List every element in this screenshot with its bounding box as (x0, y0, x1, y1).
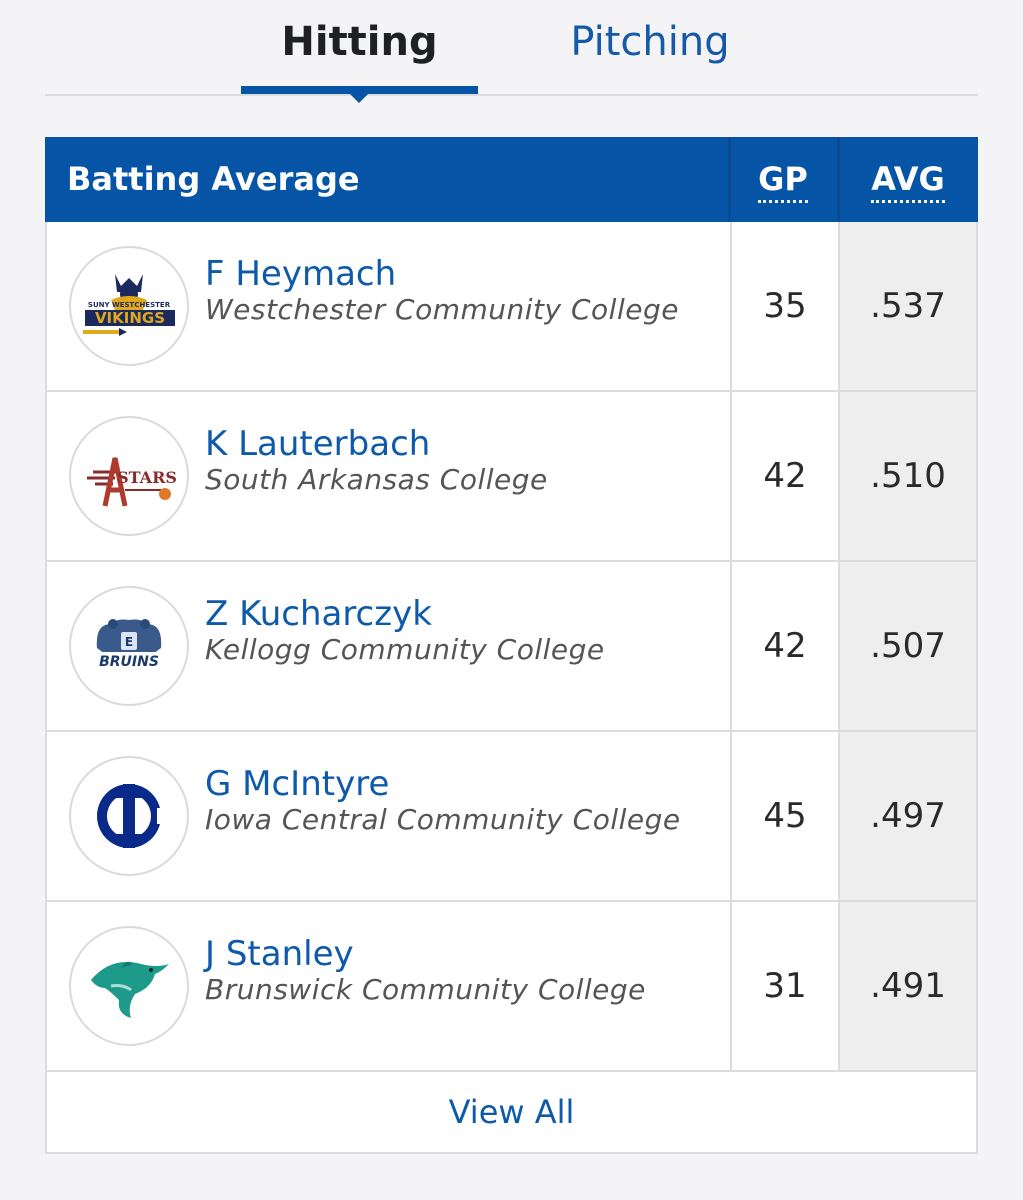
gp-value: 42 (730, 392, 840, 560)
table-header: Batting Average GP AVG (45, 137, 978, 222)
bruins-logo: E BRUINS (69, 586, 189, 706)
avg-value: .510 (840, 392, 976, 560)
vikings-logo: SUNY WESTCHESTER VIKINGS (69, 246, 189, 366)
player-school: Kellogg Community College (205, 633, 605, 666)
stars-logo: STARS (69, 416, 189, 536)
active-tab-caret (350, 94, 368, 103)
avg-value: .537 (840, 222, 976, 390)
gp-value: 35 (730, 222, 840, 390)
player-name-link[interactable]: J Stanley (205, 934, 354, 974)
player-name-link[interactable]: F Heymach (205, 254, 397, 294)
player-cell: E BRUINS Z Kucharczyk Kellogg Community … (47, 562, 730, 730)
stat-tabs: Hitting Pitching (45, 0, 978, 103)
gp-value: 42 (730, 562, 840, 730)
player-school: Westchester Community College (205, 293, 679, 326)
table-row: STARS K Lauterbach South Arkansas Colleg… (47, 392, 976, 562)
player-cell: G McIntyre Iowa Central Community Colleg… (47, 732, 730, 900)
view-all-link[interactable]: View All (448, 1093, 575, 1131)
player-name-link[interactable]: K Lauterbach (205, 424, 431, 464)
svg-text:VIKINGS: VIKINGS (95, 309, 165, 327)
player-school: South Arkansas College (205, 463, 548, 496)
header-divider (728, 137, 731, 222)
dolphin-logo (69, 926, 189, 1046)
player-school: Iowa Central Community College (205, 803, 681, 836)
gp-value: 31 (730, 902, 840, 1070)
svg-text:STARS: STARS (117, 468, 177, 487)
table-row: SUNY WESTCHESTER VIKINGS F Heymach Westc… (47, 222, 976, 392)
player-school: Brunswick Community College (205, 973, 646, 1006)
player-cell: STARS K Lauterbach South Arkansas Colleg… (47, 392, 730, 560)
column-header-avg[interactable]: AVG (838, 137, 978, 222)
tab-pitching[interactable]: Pitching (570, 19, 730, 65)
batting-average-table: Batting Average GP AVG SUNY WESTCHESTER … (45, 137, 978, 1154)
table-title: Batting Average (67, 160, 360, 198)
player-cell: J Stanley Brunswick Community College (47, 902, 730, 1070)
avg-value: .491 (840, 902, 976, 1070)
iowa-central-logo (69, 756, 189, 876)
table-row: G McIntyre Iowa Central Community Colleg… (47, 732, 976, 902)
avg-value: .507 (840, 562, 976, 730)
active-tab-indicator (241, 86, 478, 94)
table-row: E BRUINS Z Kucharczyk Kellogg Community … (47, 562, 976, 732)
player-name-link[interactable]: G McIntyre (205, 764, 390, 804)
player-name-link[interactable]: Z Kucharczyk (205, 594, 432, 634)
player-cell: SUNY WESTCHESTER VIKINGS F Heymach Westc… (47, 222, 730, 390)
svg-text:E: E (125, 635, 133, 649)
avg-value: .497 (840, 732, 976, 900)
table-row: J Stanley Brunswick Community College 31… (47, 902, 976, 1072)
tab-hitting[interactable]: Hitting (281, 19, 438, 65)
column-header-gp[interactable]: GP (728, 137, 838, 222)
gp-value: 45 (730, 732, 840, 900)
header-divider (837, 137, 840, 222)
svg-text:BRUINS: BRUINS (99, 654, 159, 670)
svg-text:SUNY WESTCHESTER: SUNY WESTCHESTER (88, 301, 171, 309)
